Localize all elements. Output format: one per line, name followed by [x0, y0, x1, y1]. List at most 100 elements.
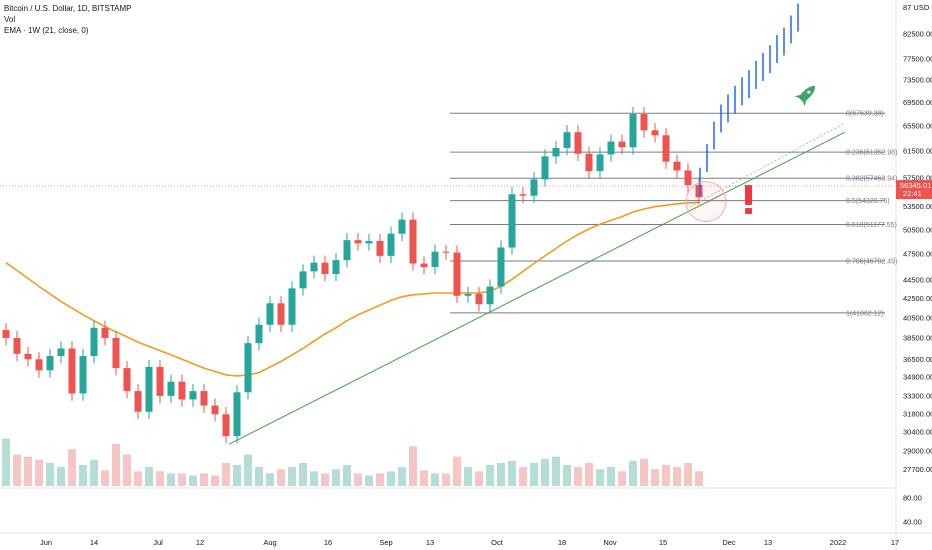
volume-bar [35, 459, 43, 486]
price-tick-label: 44500.00 [903, 276, 932, 285]
volume-legend[interactable]: Vol [4, 15, 16, 24]
time-tick-label: 17 [891, 538, 899, 547]
candle-body [629, 114, 637, 148]
highlight-circle[interactable] [685, 181, 727, 223]
time-tick-label: 18 [558, 538, 566, 547]
time-tick-label: 13 [764, 538, 772, 547]
candle-body [618, 141, 626, 148]
volume-bar [134, 471, 142, 486]
ema-legend[interactable]: EMA · 1W (21, close, 0) [4, 26, 89, 35]
time-tick-label: Jul [153, 538, 163, 547]
trendline-extension[interactable] [689, 122, 846, 208]
volume-bar [453, 456, 461, 486]
volume-bar [541, 458, 549, 486]
exclamation-icon[interactable] [745, 185, 752, 214]
volume-bar [530, 462, 538, 486]
price-tick-label: 82500.00 [903, 30, 932, 39]
time-tick-label: 2022 [830, 538, 847, 547]
candle-body [640, 114, 648, 131]
volume-bar [420, 470, 428, 486]
price-tick-label: 40500.00 [903, 313, 932, 322]
candle-body [2, 330, 10, 338]
candle-body [607, 141, 615, 155]
annotations[interactable] [685, 81, 820, 223]
price-tick-label: 61500.00 [903, 147, 932, 156]
volume-bar [618, 471, 626, 486]
exclamation-stem [745, 185, 752, 205]
candle-body [343, 240, 351, 261]
candle-body [332, 260, 340, 274]
price-tick-label: 33300.00 [903, 391, 932, 400]
candle-body [508, 194, 516, 248]
volume-bar [574, 467, 582, 486]
volume-bar [387, 471, 395, 486]
volume-bar [321, 473, 329, 486]
candle-body [475, 293, 483, 305]
volume-bar [211, 475, 219, 486]
volume-bar [68, 449, 76, 486]
time-tick-label: 16 [324, 538, 332, 547]
volume-bar [585, 462, 593, 486]
volume-bar [200, 473, 208, 486]
trendline-group[interactable] [228, 122, 846, 445]
volume-bar [222, 462, 230, 486]
fib-level-label: 0.5(54320.75) [846, 198, 890, 205]
candle-body [233, 392, 241, 437]
time-tick-label: Jun [40, 538, 52, 547]
exclamation-dot [745, 208, 752, 214]
volume-bar [178, 473, 186, 486]
price-tick-label: 65500.00 [903, 122, 932, 131]
trendline[interactable] [228, 131, 846, 445]
candle-body [24, 353, 32, 360]
volume-bar [255, 467, 263, 486]
volume-bar [651, 469, 659, 486]
chart-legend: Bitcoin / U.S. Dollar, 1D, BITSTAMP Vol … [4, 3, 131, 36]
volume-bar [189, 475, 197, 486]
time-tick-label: Nov [603, 538, 617, 547]
volume-bar [57, 467, 65, 486]
time-axis[interactable]: Jun 14 Jul 12 Aug 16 Sep 13 Oct 18 Nov 15 Dec 13 2022 1… [40, 538, 899, 547]
price-axis[interactable]: 87 USD 30 82500.00 77500.00 73500.00 69500.0… [0, 3, 932, 527]
volume-bar [277, 469, 285, 486]
price-tick-label: 73500.00 [903, 76, 932, 85]
fibonacci-retracement[interactable]: 0(67639.38) 0.236(61352.98) 0.382(57463.94… [450, 111, 897, 318]
price-tick-label: 36500.00 [903, 355, 932, 364]
candle-body [123, 368, 131, 392]
candle-body [497, 247, 505, 287]
volume-bar [596, 469, 604, 486]
volume-bar [684, 462, 692, 486]
candle-body [684, 170, 692, 185]
fib-level-label: 1(41002.12) [846, 310, 884, 317]
candle-body [530, 179, 538, 196]
volume-bar [288, 467, 296, 486]
volume-bar [2, 438, 10, 486]
price-tick-label: 30400.00 [903, 428, 932, 437]
symbol-title[interactable]: Bitcoin / U.S. Dollar, 1D, BITSTAMP [4, 4, 132, 13]
candle-body [673, 161, 681, 171]
volume-bars [2, 438, 703, 486]
time-tick-label: Aug [263, 538, 276, 547]
time-tick-label: 15 [659, 538, 667, 547]
candle-body [200, 391, 208, 406]
candle-body [101, 327, 109, 338]
projection-bars[interactable] [699, 3, 799, 196]
volume-bar [640, 458, 648, 486]
volume-bar [464, 467, 472, 486]
last-price-tag[interactable] [896, 180, 932, 200]
price-tick-label: 69500.00 [903, 98, 932, 107]
volume-bar [244, 454, 252, 486]
rocket-icon[interactable] [794, 81, 820, 107]
candle-body [288, 288, 296, 325]
time-tick-label: Sep [379, 538, 392, 547]
rocket-fin [794, 94, 807, 107]
price-tick-label: 42500.00 [903, 294, 932, 303]
volume-bar [156, 471, 164, 486]
volume-bar [101, 470, 109, 486]
fib-level-label: 0.236(61352.98) [846, 150, 897, 157]
candle-body [442, 251, 450, 253]
candle-body [376, 240, 384, 256]
volume-bar [310, 471, 318, 486]
price-tick-label: 57500.00 [903, 173, 932, 182]
candle-body [574, 132, 582, 154]
